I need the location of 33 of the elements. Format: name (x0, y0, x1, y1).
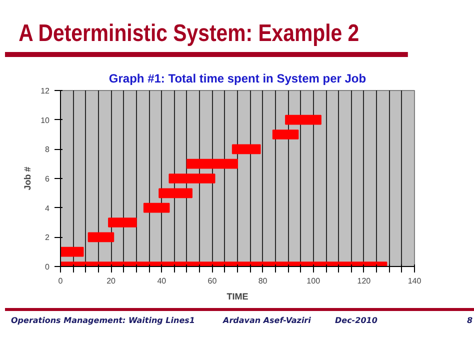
y-tick-label: 12 (40, 86, 50, 96)
bar (232, 144, 261, 154)
chart-subtitle: Graph #1: Total time spent in System per Job (108, 72, 366, 86)
text: Operations Management: Waiting Lines1 (11, 315, 195, 326)
bar (272, 130, 299, 140)
x-tick-label: 40 (157, 276, 167, 286)
bar (88, 232, 114, 242)
y-tick-label: 4 (45, 204, 50, 213)
x-tick-label: 120 (357, 276, 372, 286)
y-tick-label: 10 (40, 116, 50, 125)
x-tick-label: 100 (306, 276, 321, 286)
bar (158, 188, 192, 198)
bar (143, 202, 170, 213)
y-tick-label: 6 (45, 174, 50, 184)
text: 8 (467, 315, 473, 326)
x-tick-label: 140 (408, 276, 422, 286)
bar (186, 158, 238, 169)
chart-title: A Deterministic System: Example 2 (18, 19, 360, 49)
x-axis-title: TIME (226, 292, 248, 302)
y-tick-label: 2 (45, 233, 50, 242)
x-tick-label: 60 (208, 276, 218, 286)
x-tick-label: 20 (106, 276, 116, 286)
bar (168, 174, 216, 184)
y-tick-label: 8 (45, 145, 50, 154)
bar (60, 246, 84, 257)
bar (285, 114, 322, 125)
text: Ardavan Asef-Vaziri (223, 315, 311, 326)
x-tick-label: 0 (58, 276, 64, 286)
text: Dec-2010 (335, 315, 378, 326)
y-tick-label: 0 (45, 262, 50, 272)
bar (108, 218, 137, 228)
y-axis-title: Job # (22, 166, 33, 190)
x-tick-label: 80 (258, 276, 268, 286)
